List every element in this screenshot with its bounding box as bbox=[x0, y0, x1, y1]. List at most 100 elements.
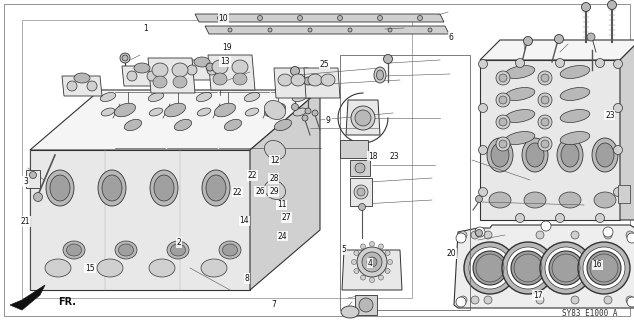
Bar bbox=[350, 178, 372, 206]
Ellipse shape bbox=[614, 60, 623, 68]
Polygon shape bbox=[342, 250, 402, 290]
Polygon shape bbox=[274, 68, 310, 98]
Ellipse shape bbox=[496, 93, 510, 107]
Ellipse shape bbox=[479, 103, 488, 113]
Ellipse shape bbox=[312, 110, 318, 116]
Ellipse shape bbox=[67, 244, 82, 256]
Ellipse shape bbox=[418, 15, 422, 20]
Ellipse shape bbox=[233, 73, 247, 85]
Polygon shape bbox=[122, 66, 162, 86]
Text: 17: 17 bbox=[533, 291, 543, 300]
Ellipse shape bbox=[557, 138, 583, 172]
Text: 3: 3 bbox=[23, 177, 28, 186]
Ellipse shape bbox=[428, 28, 432, 32]
Text: 19: 19 bbox=[222, 43, 232, 52]
Ellipse shape bbox=[456, 297, 466, 307]
Ellipse shape bbox=[351, 106, 375, 130]
Ellipse shape bbox=[541, 140, 549, 148]
Ellipse shape bbox=[522, 138, 548, 172]
Ellipse shape bbox=[50, 175, 70, 201]
Text: 29: 29 bbox=[269, 187, 279, 196]
Polygon shape bbox=[346, 100, 380, 135]
Bar bbox=[340, 55, 470, 310]
Ellipse shape bbox=[197, 108, 210, 116]
Ellipse shape bbox=[476, 229, 482, 236]
Ellipse shape bbox=[194, 57, 210, 67]
Ellipse shape bbox=[97, 259, 123, 277]
Ellipse shape bbox=[479, 146, 488, 155]
Text: 2: 2 bbox=[176, 238, 181, 247]
Ellipse shape bbox=[538, 93, 552, 107]
Ellipse shape bbox=[148, 92, 164, 101]
Ellipse shape bbox=[202, 170, 230, 206]
Ellipse shape bbox=[201, 259, 227, 277]
Ellipse shape bbox=[560, 109, 590, 123]
Ellipse shape bbox=[603, 227, 613, 237]
Ellipse shape bbox=[555, 213, 564, 222]
Ellipse shape bbox=[614, 188, 623, 196]
Ellipse shape bbox=[471, 296, 479, 304]
Ellipse shape bbox=[206, 63, 214, 71]
Ellipse shape bbox=[214, 103, 236, 117]
Text: SY83 E1000 A: SY83 E1000 A bbox=[562, 309, 618, 318]
Polygon shape bbox=[620, 40, 634, 220]
Ellipse shape bbox=[496, 71, 510, 85]
Ellipse shape bbox=[275, 119, 292, 131]
Ellipse shape bbox=[511, 251, 545, 285]
Polygon shape bbox=[30, 150, 250, 290]
Ellipse shape bbox=[152, 63, 168, 77]
Ellipse shape bbox=[264, 103, 285, 117]
Text: 24: 24 bbox=[277, 232, 287, 241]
Ellipse shape bbox=[487, 138, 513, 172]
Ellipse shape bbox=[583, 247, 625, 289]
Polygon shape bbox=[182, 60, 222, 80]
Ellipse shape bbox=[385, 268, 390, 274]
Text: FR.: FR. bbox=[58, 297, 76, 307]
Text: 4: 4 bbox=[368, 259, 373, 268]
Ellipse shape bbox=[361, 275, 365, 280]
Ellipse shape bbox=[302, 115, 308, 121]
Ellipse shape bbox=[355, 110, 371, 126]
Ellipse shape bbox=[207, 65, 217, 75]
Ellipse shape bbox=[341, 306, 359, 318]
Ellipse shape bbox=[45, 259, 71, 277]
Ellipse shape bbox=[149, 108, 163, 116]
Polygon shape bbox=[148, 58, 195, 93]
Ellipse shape bbox=[197, 92, 212, 101]
Ellipse shape bbox=[594, 192, 616, 208]
Text: 5: 5 bbox=[342, 245, 347, 254]
Ellipse shape bbox=[595, 59, 604, 68]
Ellipse shape bbox=[484, 296, 492, 304]
Ellipse shape bbox=[321, 74, 335, 86]
Text: 10: 10 bbox=[218, 14, 228, 23]
Text: 16: 16 bbox=[592, 260, 602, 269]
Ellipse shape bbox=[119, 244, 134, 256]
Ellipse shape bbox=[212, 60, 228, 74]
Ellipse shape bbox=[541, 96, 549, 104]
Ellipse shape bbox=[120, 53, 130, 63]
Ellipse shape bbox=[87, 81, 97, 91]
Ellipse shape bbox=[174, 119, 191, 131]
Ellipse shape bbox=[614, 103, 623, 113]
Ellipse shape bbox=[377, 15, 382, 20]
Ellipse shape bbox=[224, 119, 242, 131]
Ellipse shape bbox=[499, 96, 507, 104]
Ellipse shape bbox=[627, 233, 634, 243]
Ellipse shape bbox=[362, 252, 382, 272]
Ellipse shape bbox=[115, 103, 136, 117]
Polygon shape bbox=[30, 90, 320, 150]
Ellipse shape bbox=[626, 296, 634, 304]
Bar bbox=[22, 20, 412, 298]
Ellipse shape bbox=[507, 247, 549, 289]
Ellipse shape bbox=[499, 140, 507, 148]
Ellipse shape bbox=[555, 35, 564, 44]
Ellipse shape bbox=[499, 74, 507, 82]
Ellipse shape bbox=[559, 192, 581, 208]
Ellipse shape bbox=[30, 172, 37, 179]
Ellipse shape bbox=[245, 108, 259, 116]
Ellipse shape bbox=[384, 54, 392, 63]
Text: 23: 23 bbox=[605, 111, 615, 120]
Ellipse shape bbox=[541, 221, 551, 231]
Ellipse shape bbox=[292, 92, 307, 101]
Ellipse shape bbox=[294, 108, 307, 116]
